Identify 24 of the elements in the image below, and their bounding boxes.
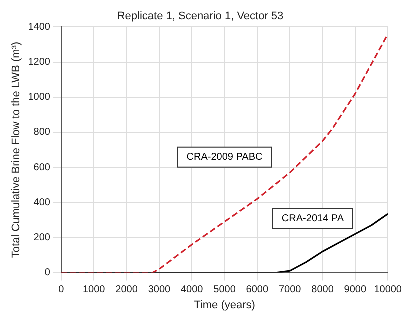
x-tick-label: 0	[58, 284, 65, 296]
y-tick-label: 1000	[28, 92, 51, 104]
y-tick-label: 600	[34, 162, 51, 174]
y-tick-label: 0	[44, 268, 51, 279]
x-tick-label: 3000	[148, 284, 171, 296]
x-tick-label: 1000	[82, 284, 106, 296]
y-tick-label: 1200	[28, 57, 51, 68]
y-tick-label: 400	[34, 197, 51, 208]
x-tick-label: 4000	[180, 284, 204, 296]
x-tick-label: 5000	[214, 284, 236, 296]
x-axis-title: Time (years)	[194, 299, 256, 312]
chart-title: Replicate 1, Scenario 1, Vector 53	[117, 10, 284, 23]
y-tick-label: 800	[34, 127, 51, 138]
x-tick-label: 6000	[246, 284, 269, 296]
y-tick-label: 200	[34, 232, 51, 244]
x-tick-label: 7000	[278, 284, 302, 296]
y-tick-label: 1400	[28, 22, 51, 33]
y-axis-title: Total Cumulative Brine Flow to the LWB (m³)	[10, 42, 23, 258]
x-tick-label: 2000	[116, 284, 138, 296]
x-tick-label: 9000	[344, 284, 367, 296]
x-tick-label: 10000	[374, 284, 402, 296]
x-tick-label: 8000	[312, 284, 334, 296]
text: CRA-2009 PABC	[186, 152, 263, 164]
series-label: CRA-2014 PA	[282, 214, 344, 225]
